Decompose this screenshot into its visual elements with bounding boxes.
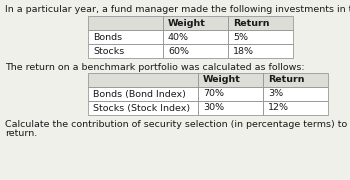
- Text: Stocks: Stocks: [93, 46, 124, 55]
- Text: 30%: 30%: [203, 103, 224, 112]
- Bar: [88, 44, 163, 58]
- Text: Bonds: Bonds: [93, 33, 122, 42]
- Bar: [88, 73, 198, 87]
- Bar: [228, 44, 293, 58]
- Text: return.: return.: [5, 129, 37, 138]
- Bar: [88, 30, 163, 44]
- Text: Return: Return: [233, 19, 270, 28]
- Text: 60%: 60%: [168, 46, 189, 55]
- Text: 18%: 18%: [233, 46, 254, 55]
- Bar: [88, 73, 328, 115]
- Bar: [88, 101, 198, 115]
- Bar: [263, 73, 328, 87]
- Text: The return on a benchmark portfolio was calculated as follows:: The return on a benchmark portfolio was …: [5, 63, 304, 72]
- Bar: [88, 87, 198, 101]
- Text: In a particular year, a fund manager made the following investments in the follo: In a particular year, a fund manager mad…: [5, 5, 350, 14]
- Bar: [198, 101, 263, 115]
- Bar: [88, 16, 293, 30]
- Text: 40%: 40%: [168, 33, 189, 42]
- Bar: [228, 16, 293, 30]
- Bar: [88, 16, 293, 58]
- Bar: [228, 30, 293, 44]
- Bar: [163, 44, 228, 58]
- Bar: [198, 87, 263, 101]
- Text: Calculate the contribution of security selection (in percentage terms) to the fu: Calculate the contribution of security s…: [5, 120, 350, 129]
- Text: Weight: Weight: [168, 19, 206, 28]
- Text: Bonds (Bond Index): Bonds (Bond Index): [93, 89, 186, 98]
- Bar: [88, 16, 163, 30]
- Bar: [163, 30, 228, 44]
- Bar: [198, 73, 263, 87]
- Text: Weight: Weight: [203, 75, 241, 84]
- Text: Return: Return: [268, 75, 304, 84]
- Text: 3%: 3%: [268, 89, 283, 98]
- Text: 70%: 70%: [203, 89, 224, 98]
- Bar: [263, 87, 328, 101]
- Bar: [88, 73, 328, 87]
- Text: 12%: 12%: [268, 103, 289, 112]
- Bar: [163, 16, 228, 30]
- Text: 5%: 5%: [233, 33, 248, 42]
- Text: Stocks (Stock Index): Stocks (Stock Index): [93, 103, 190, 112]
- Bar: [263, 101, 328, 115]
